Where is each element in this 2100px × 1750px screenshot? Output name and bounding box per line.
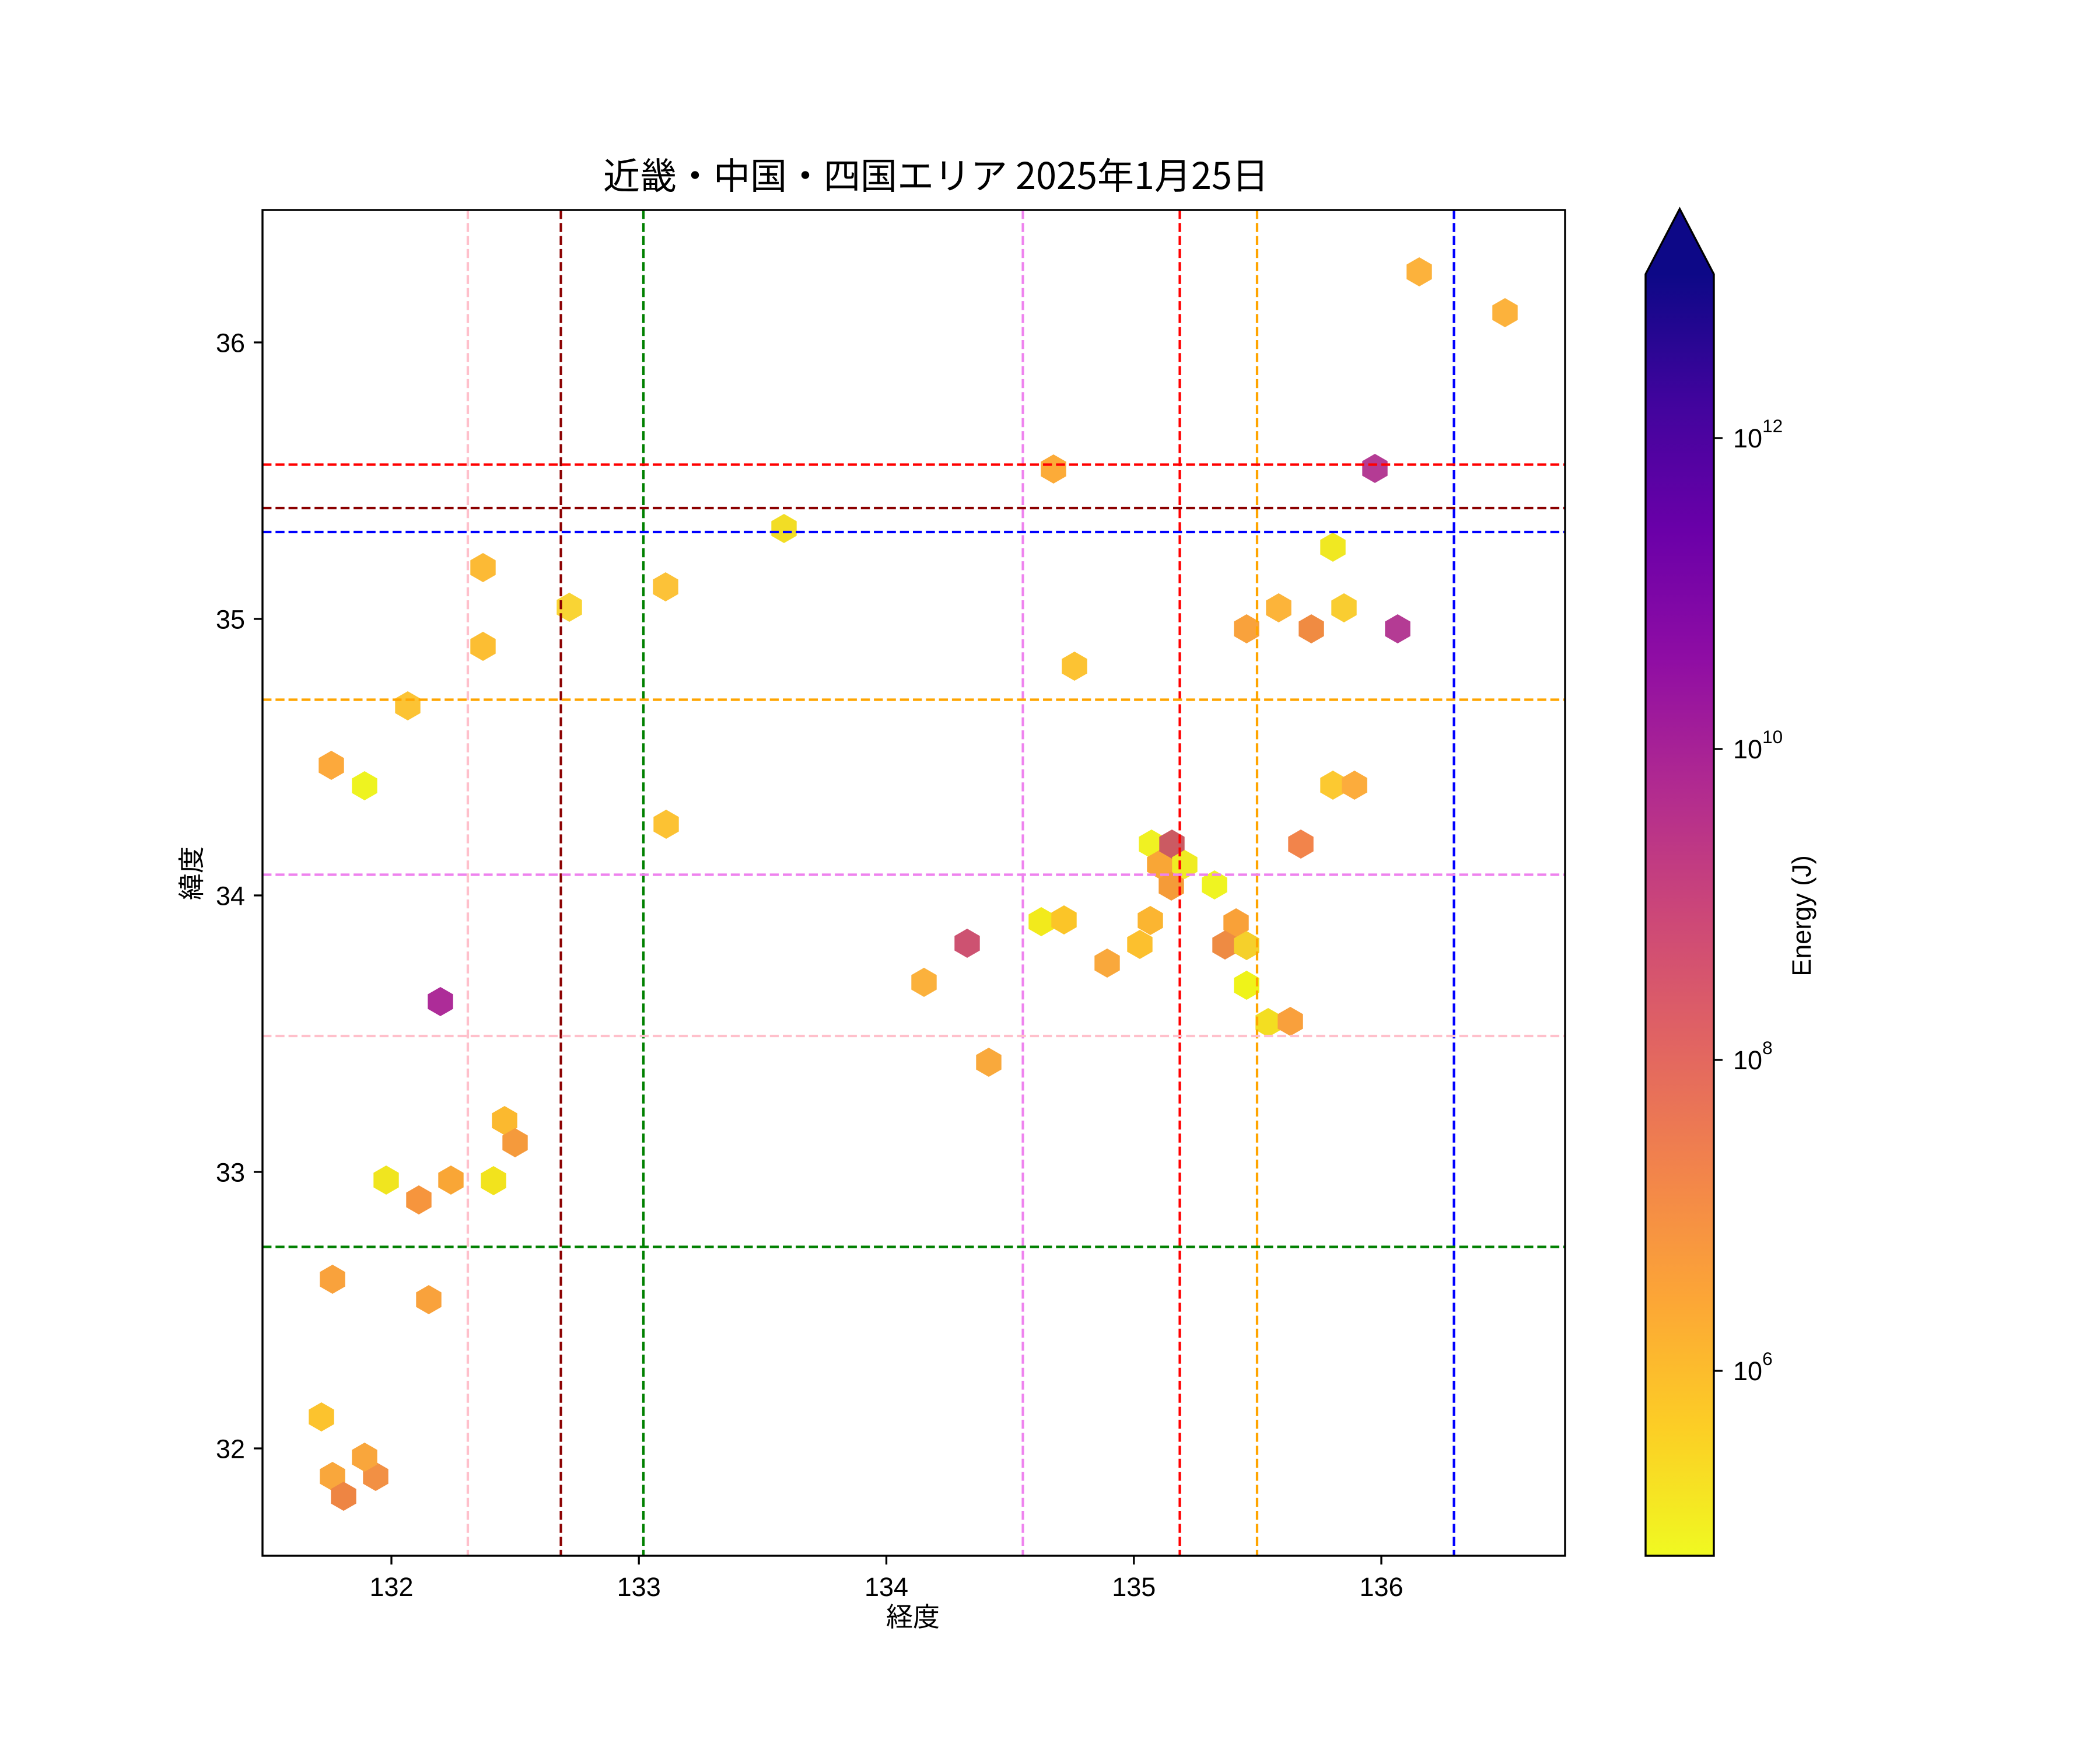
svg-text:133: 133: [617, 1572, 661, 1602]
svg-text:136: 136: [1359, 1572, 1403, 1602]
svg-text:35: 35: [216, 605, 245, 635]
svg-text:134: 134: [864, 1572, 908, 1602]
svg-text:32: 32: [216, 1434, 245, 1464]
svg-text:135: 135: [1112, 1572, 1156, 1602]
svg-text:36: 36: [216, 328, 245, 358]
svg-text:Energy (J): Energy (J): [1787, 855, 1817, 977]
svg-text:33: 33: [216, 1158, 245, 1188]
svg-text:34: 34: [216, 881, 245, 911]
svg-text:132: 132: [369, 1572, 413, 1602]
